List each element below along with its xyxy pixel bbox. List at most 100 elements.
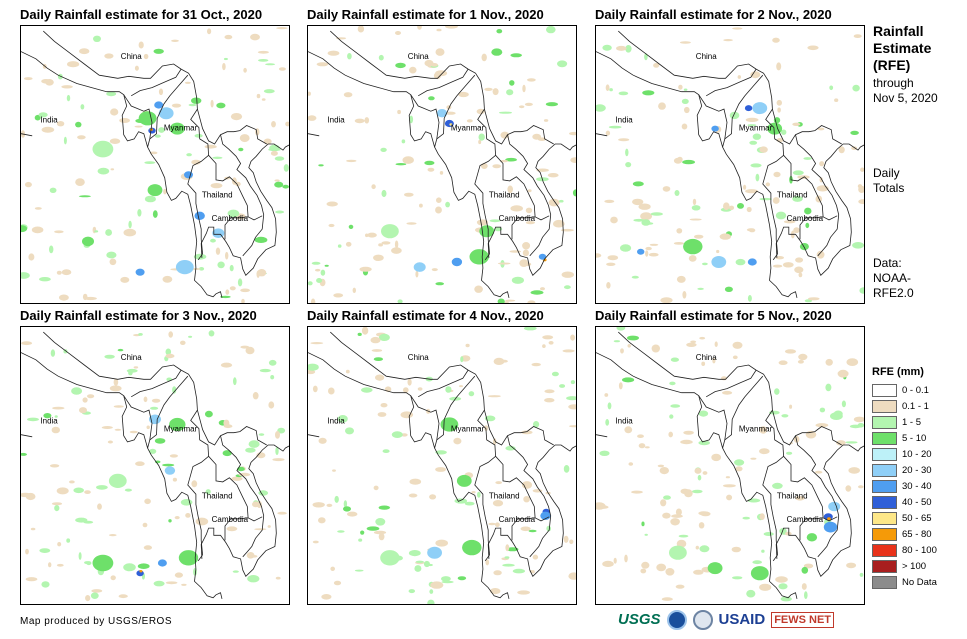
light-rain-patch: [527, 78, 536, 82]
light-rain-patch: [402, 156, 414, 164]
light-rain-patch: [409, 478, 422, 485]
light-rain-patch: [25, 577, 38, 582]
light-rain-patch: [222, 450, 232, 457]
light-rain-patch: [258, 59, 269, 62]
light-rain-patch: [210, 183, 223, 189]
light-rain-patch: [544, 389, 555, 394]
country-label: Cambodia: [212, 515, 249, 524]
border-line: [130, 68, 182, 97]
light-rain-patch: [364, 117, 370, 124]
light-rain-patch: [491, 48, 503, 56]
light-rain-patch: [633, 218, 645, 222]
border-line: [417, 369, 469, 398]
light-rain-patch: [337, 415, 348, 423]
light-rain-patch: [457, 576, 467, 581]
light-rain-patch: [466, 119, 473, 123]
light-rain-patch: [415, 560, 424, 563]
light-rain-patch: [485, 559, 490, 566]
light-rain-patch: [38, 112, 48, 118]
light-rain-patch: [276, 27, 288, 30]
light-rain-patch: [110, 575, 116, 581]
light-rain-patch: [358, 538, 363, 542]
light-rain-patch: [474, 285, 483, 293]
light-rain-patch: [50, 349, 56, 357]
light-rain-patch: [848, 467, 860, 474]
legend-label: 0.1 - 1: [902, 400, 929, 412]
country-label: Cambodia: [499, 515, 536, 524]
light-rain-patch: [143, 396, 148, 403]
rainfall-map: China India Myanmar Thailand Cambodia: [20, 326, 290, 605]
light-rain-patch: [220, 362, 233, 368]
light-rain-patch: [381, 189, 387, 198]
light-rain-patch: [174, 516, 180, 520]
light-rain-patch: [533, 421, 540, 428]
border-line: [775, 444, 864, 577]
light-rain-patch: [492, 88, 499, 96]
light-rain-patch: [378, 54, 384, 61]
border-line: [507, 134, 552, 257]
rain-cell: [538, 253, 547, 260]
light-rain-patch: [690, 340, 697, 344]
light-rain-patch: [480, 163, 488, 169]
light-rain-patch: [51, 426, 60, 434]
state-seal-icon: [692, 609, 713, 630]
noaa-logo-icon: [666, 609, 687, 630]
map-credit: Map produced by USGS/EROS: [20, 616, 173, 627]
light-rain-patch: [608, 125, 622, 129]
light-rain-patch: [424, 59, 434, 67]
light-rain-patch: [737, 75, 741, 79]
border-line: [200, 143, 289, 276]
border-line: [775, 143, 864, 276]
light-rain-patch: [632, 198, 644, 206]
legend-swatch: [872, 383, 897, 397]
light-rain-patch: [801, 566, 809, 574]
rain-cell: [707, 562, 723, 575]
light-rain-patch: [846, 562, 857, 569]
border-line: [43, 331, 267, 446]
light-rain-patch: [755, 173, 760, 182]
legend-entry: 1 - 5: [872, 414, 937, 430]
light-rain-patch: [659, 467, 669, 475]
light-rain-patch: [328, 387, 335, 395]
light-rain-patch: [75, 517, 88, 523]
rainfall-map: China India Myanmar Thailand Cambodia: [307, 326, 577, 605]
light-rain-patch: [510, 205, 523, 212]
light-rain-patch: [509, 250, 522, 253]
rain-cell: [828, 501, 841, 512]
light-rain-patch: [801, 583, 807, 590]
light-rain-patch: [724, 286, 733, 292]
light-rain-patch: [158, 127, 165, 133]
light-rain-patch: [150, 406, 159, 410]
light-rain-patch: [675, 508, 682, 516]
light-rain-patch: [504, 556, 510, 559]
light-rain-patch: [49, 245, 54, 254]
rain-cell: [747, 258, 757, 266]
light-rain-patch: [403, 387, 409, 393]
light-rain-patch: [648, 252, 659, 257]
light-rain-patch: [240, 288, 251, 293]
light-rain-patch: [476, 219, 489, 226]
light-rain-patch: [641, 561, 650, 569]
light-rain-patch: [859, 572, 864, 577]
light-rain-patch: [271, 121, 276, 128]
light-rain-patch: [90, 592, 99, 599]
light-rain-patch: [109, 258, 117, 266]
light-rain-patch: [168, 331, 173, 338]
light-rain-patch: [745, 189, 759, 194]
rain-cell: [767, 122, 783, 135]
partner-logos: USGS USAID FEWS NET: [618, 607, 835, 632]
light-rain-patch: [540, 287, 545, 291]
light-rain-patch: [378, 505, 390, 510]
light-rain-patch: [435, 282, 444, 286]
rain-cell: [413, 262, 426, 272]
light-rain-patch: [391, 247, 402, 254]
light-rain-patch: [819, 407, 826, 413]
through-date: through Nov 5, 2020: [873, 76, 938, 105]
light-rain-patch: [397, 299, 403, 303]
light-rain-patch: [778, 583, 788, 590]
light-rain-patch: [752, 133, 762, 140]
light-rain-patch: [71, 387, 83, 395]
border-line: [436, 375, 476, 441]
light-rain-patch: [681, 123, 688, 130]
light-rain-patch: [531, 362, 541, 367]
